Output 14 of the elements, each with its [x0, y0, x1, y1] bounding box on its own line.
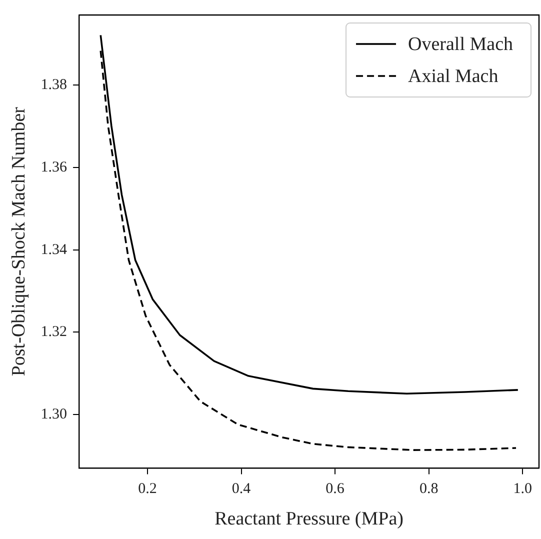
y-tick-label: 1.34 — [40, 242, 68, 258]
y-tick-label: 1.30 — [40, 406, 68, 423]
y-tick-label: 1.32 — [40, 324, 68, 340]
x-tick-label: 0.8 — [419, 481, 438, 498]
legend-label: Overall Mach — [408, 34, 514, 55]
legend-label: Axial Mach — [408, 66, 499, 87]
x-tick-label: 0.6 — [326, 481, 345, 498]
x-axis-title: Reactant Pressure (MPa) — [214, 508, 404, 530]
y-tick-label: 1.38 — [40, 76, 68, 93]
x-tick-label: 0.4 — [232, 481, 252, 498]
x-tick-label: 0.2 — [138, 481, 157, 498]
x-tick-label: 1.0 — [513, 481, 532, 498]
y-axis-title: Post-Oblique-Shock Mach Number — [8, 106, 30, 376]
y-tick-label: 1.36 — [40, 159, 68, 176]
